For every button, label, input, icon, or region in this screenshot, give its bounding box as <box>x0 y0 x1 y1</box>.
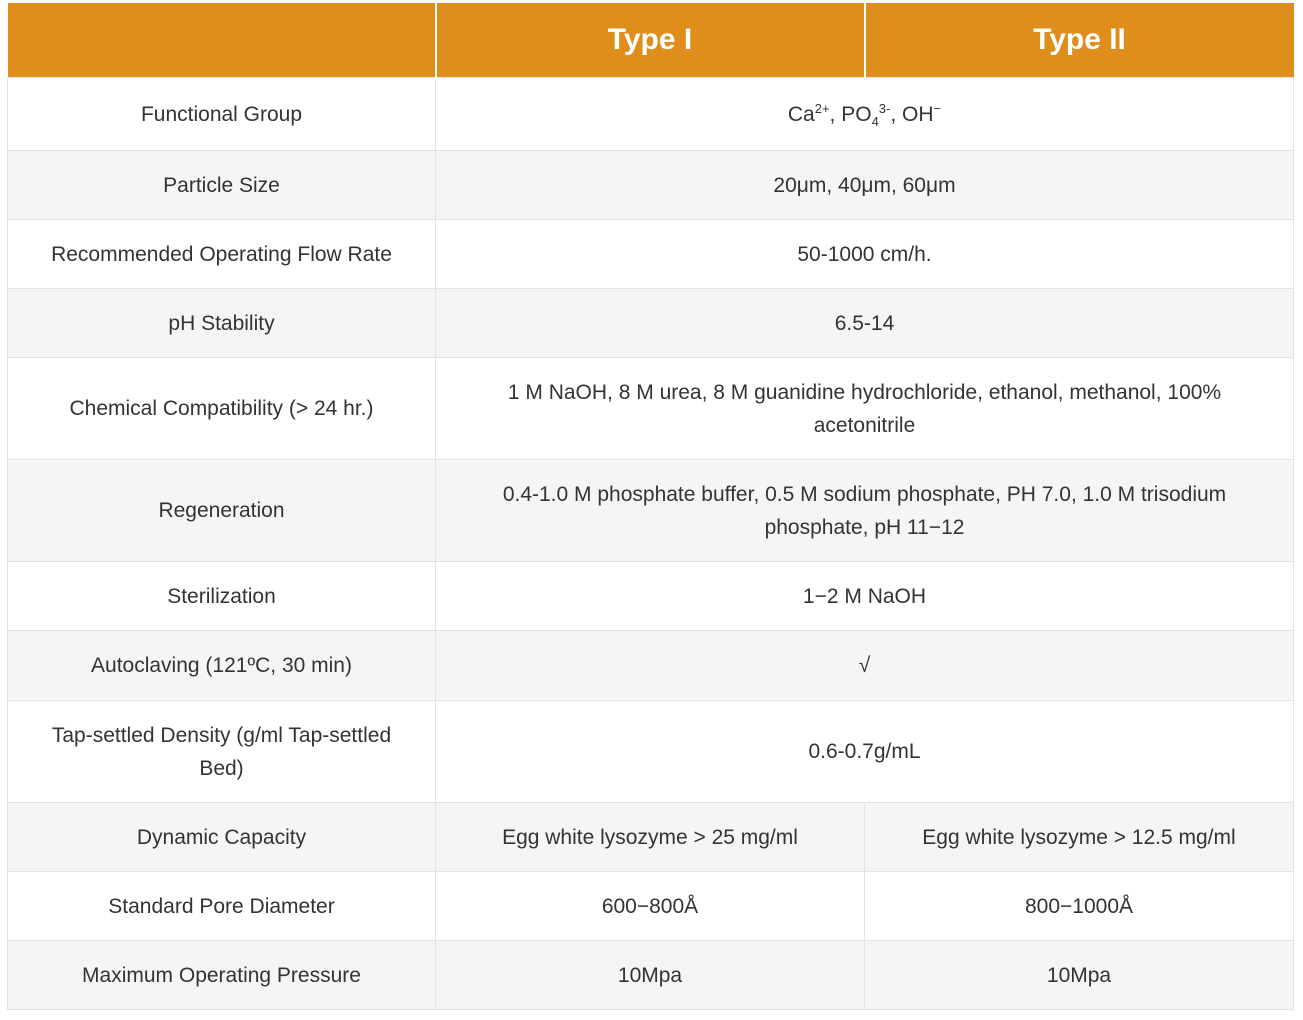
separator: , <box>829 102 842 126</box>
ion-phosphate-subscript: 4 <box>871 113 879 129</box>
row-label: Autoclaving (121ºC, 30 min) <box>7 630 436 701</box>
row-value: 20μm, 40μm, 60μm <box>435 150 1294 220</box>
row-particle-size: Particle Size 20μm, 40μm, 60μm <box>7 150 1294 220</box>
row-label: Sterilization <box>7 561 436 631</box>
header-type-1: Type I <box>434 3 865 78</box>
ion-phosphate: PO <box>841 102 872 126</box>
row-label: Regeneration <box>7 459 436 562</box>
row-value: 50-1000 cm/h. <box>435 219 1294 289</box>
row-pore-diameter: Standard Pore Diameter 600−800Å 800−1000… <box>7 871 1294 941</box>
row-label: Chemical Compatibility (> 24 hr.) <box>7 357 436 460</box>
separator: , <box>890 102 903 126</box>
row-max-pressure: Maximum Operating Pressure 10Mpa 10Mpa <box>7 940 1294 1010</box>
row-value-type-1: Egg white lysozyme > 25 mg/ml <box>435 802 865 872</box>
row-functional-group: Functional Group Ca2+, PO43-, OH− <box>7 77 1294 151</box>
row-value: 0.6-0.7g/mL <box>435 700 1294 803</box>
row-label: Tap-settled Density (g/ml Tap-settled Be… <box>7 700 436 803</box>
row-value-type-1: 600−800Å <box>435 871 865 941</box>
row-dynamic-capacity: Dynamic Capacity Egg white lysozyme > 25… <box>7 802 1294 872</box>
row-autoclaving: Autoclaving (121ºC, 30 min) √ <box>7 630 1294 701</box>
row-value-type-1: 10Mpa <box>435 940 865 1010</box>
row-label: Standard Pore Diameter <box>7 871 436 941</box>
row-label: Particle Size <box>7 150 436 220</box>
row-label: Recommended Operating Flow Rate <box>7 219 436 289</box>
row-flow-rate: Recommended Operating Flow Rate 50-1000 … <box>7 219 1294 289</box>
row-sterilization: Sterilization 1−2 M NaOH <box>7 561 1294 631</box>
row-value-type-2: Egg white lysozyme > 12.5 mg/ml <box>864 802 1294 872</box>
row-regeneration: Regeneration 0.4-1.0 M phosphate buffer,… <box>7 459 1294 562</box>
row-value-type-2: 10Mpa <box>864 940 1294 1010</box>
row-value: 6.5-14 <box>435 288 1294 358</box>
row-label: Functional Group <box>7 77 436 151</box>
header-type-2: Type II <box>863 3 1294 78</box>
row-label: Dynamic Capacity <box>7 802 436 872</box>
header-blank <box>7 3 436 78</box>
header-row: Type I Type II <box>7 3 1294 78</box>
row-label: pH Stability <box>7 288 436 358</box>
ion-calcium-charge: 2+ <box>814 100 830 116</box>
row-ph-stability: pH Stability 6.5-14 <box>7 288 1294 358</box>
row-tap-settled-density: Tap-settled Density (g/ml Tap-settled Be… <box>7 700 1294 803</box>
ion-hydroxide: OH <box>902 102 934 126</box>
spec-table: Type I Type II Functional Group Ca2+, PO… <box>7 3 1294 1010</box>
ion-hydroxide-charge: − <box>933 100 942 116</box>
ion-calcium: Ca <box>787 102 815 126</box>
row-value: Ca2+, PO43-, OH− <box>435 77 1294 151</box>
row-value: 0.4-1.0 M phosphate buffer, 0.5 M sodium… <box>435 459 1294 562</box>
row-label: Maximum Operating Pressure <box>7 940 436 1010</box>
row-value: 1 M NaOH, 8 M urea, 8 M guanidine hydroc… <box>435 357 1294 460</box>
row-value: √ <box>435 630 1294 701</box>
row-value: 1−2 M NaOH <box>435 561 1294 631</box>
row-value-type-2: 800−1000Å <box>864 871 1294 941</box>
row-chemical-compatibility: Chemical Compatibility (> 24 hr.) 1 M Na… <box>7 357 1294 460</box>
ion-phosphate-charge: 3- <box>878 100 891 116</box>
